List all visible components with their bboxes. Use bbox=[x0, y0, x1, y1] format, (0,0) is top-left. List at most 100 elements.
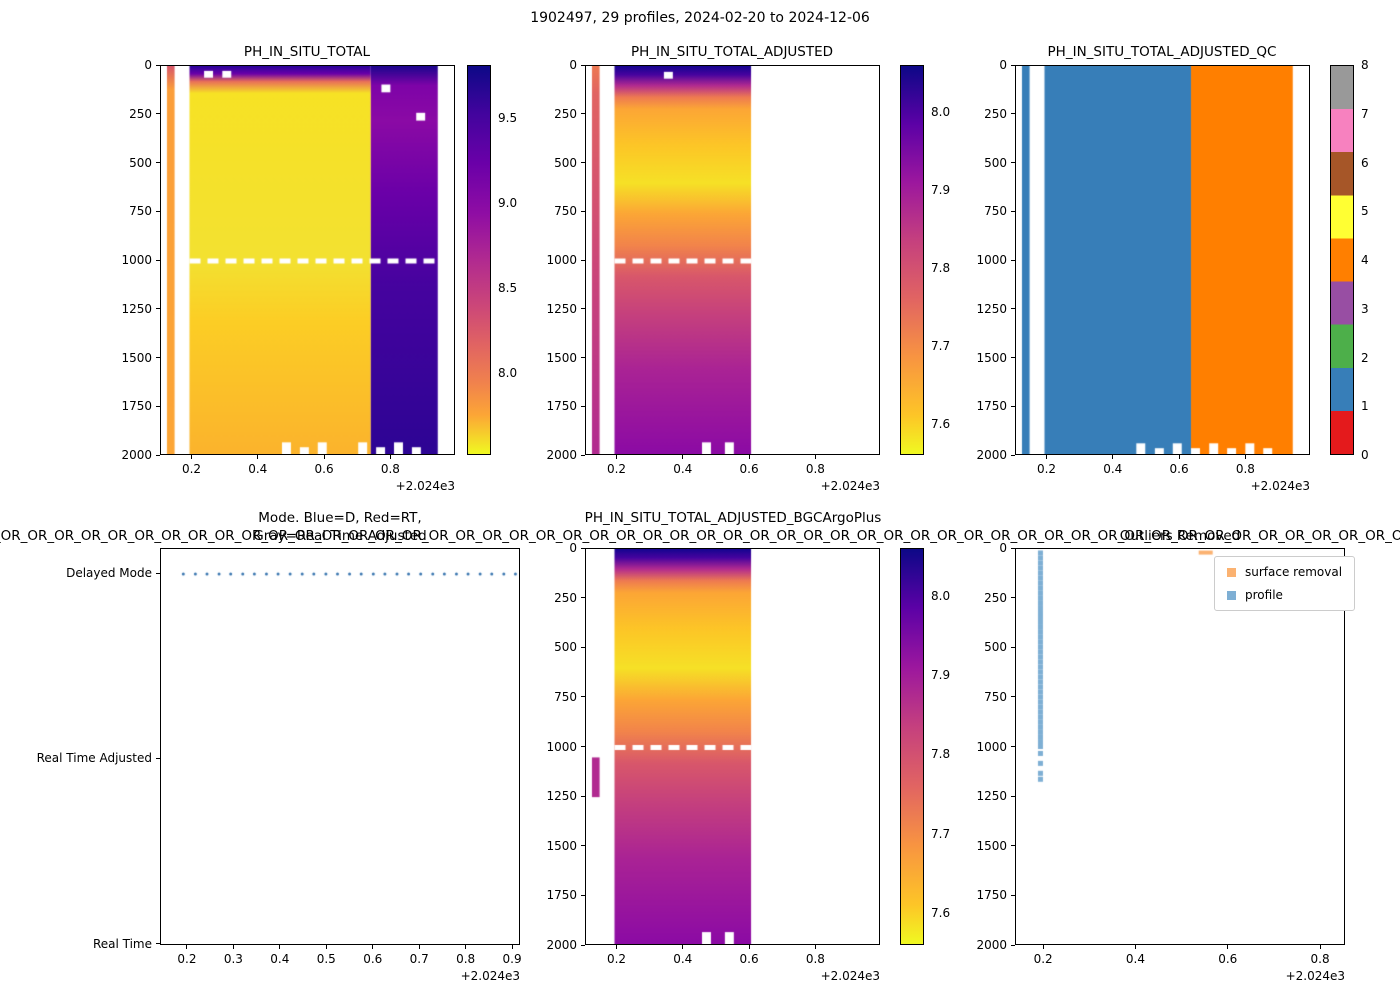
y-tick-mark bbox=[581, 259, 585, 261]
x-tick-label: 0.6 bbox=[739, 462, 759, 476]
y-tick-label: 1750 bbox=[976, 888, 1007, 903]
panel-title-mode-line2: Gray=Real Time Adjusted bbox=[253, 528, 427, 544]
x-tick-label: 0.2 bbox=[1036, 462, 1057, 476]
y-tick-label: 1500 bbox=[121, 350, 152, 365]
y-tick-mark bbox=[581, 162, 585, 163]
surface-removal-marker-icon bbox=[1227, 567, 1236, 577]
y-tick-mark bbox=[1011, 845, 1015, 847]
y-tick-mark bbox=[156, 943, 160, 945]
x-tick-mark bbox=[1319, 945, 1321, 949]
y-tick-mark bbox=[581, 646, 585, 648]
colorbar-tick-label: 7 bbox=[1361, 106, 1369, 121]
y-tick-mark bbox=[581, 845, 585, 847]
colorbar-tick-label: 7.7 bbox=[931, 338, 951, 353]
colorbar-tick-label: 3 bbox=[1361, 301, 1369, 316]
y-tick-mark bbox=[156, 454, 160, 456]
y-tick-mark bbox=[1011, 646, 1015, 648]
x-tick-label: 0.4 bbox=[1125, 952, 1145, 966]
y-tick-label: 1500 bbox=[546, 838, 577, 853]
y-tick-mark bbox=[581, 944, 585, 946]
y-tick-mark bbox=[581, 405, 585, 407]
colorbar-tick-label: 7.9 bbox=[931, 668, 951, 683]
y-tick-mark bbox=[156, 572, 160, 574]
y-tick-mark bbox=[1011, 944, 1015, 946]
colorbar-tick-label: 7.8 bbox=[931, 747, 951, 762]
y-tick-mark bbox=[1011, 162, 1015, 163]
panel-title-bgcargoplus: PH_IN_SITU_TOTAL_ADJUSTED_BGCArgoPlus bbox=[584, 510, 882, 526]
x-tick-label: 0.5 bbox=[316, 952, 336, 966]
y-tick-mark bbox=[1011, 454, 1015, 456]
y-tick-mark bbox=[581, 894, 585, 896]
x-tick-label: 0.8 bbox=[380, 462, 400, 476]
panel-bgcargoplus: 0.2 0.4 0.6 0.8 0 250 500 750 1000 1250 1500 1750 20… bbox=[546, 541, 880, 983]
x-tick-mark bbox=[615, 945, 617, 949]
y-tick-label: 0 bbox=[999, 58, 1007, 72]
y-tick-label: 1250 bbox=[546, 301, 577, 316]
x-tick-mark bbox=[1244, 455, 1246, 459]
x-tick-label: 0.4 bbox=[673, 952, 693, 966]
x-tick-mark bbox=[418, 945, 420, 949]
y-tick-mark bbox=[581, 357, 585, 358]
ph-in-situ-total-adjusted-bgcargoplus-colorbar bbox=[900, 548, 924, 945]
y-tick-label: 2000 bbox=[976, 448, 1007, 462]
figure-suptitle: 1902497, 29 profiles, 2024-02-20 to 2024… bbox=[530, 10, 870, 26]
panel-title-ph-in-situ-total-adjusted: PH_IN_SITU_TOTAL_ADJUSTED bbox=[630, 44, 834, 60]
colorbar-tick-label: 1 bbox=[1361, 399, 1369, 414]
x-tick-label: 0.4 bbox=[1103, 462, 1123, 476]
colorbar-tick-label: 8 bbox=[1361, 58, 1369, 72]
mode-plot-area bbox=[160, 548, 520, 945]
y-tick-label: 750 bbox=[554, 689, 577, 704]
y-tick-label: 250 bbox=[984, 106, 1007, 121]
colorbar-tick-label: 8.0 bbox=[498, 366, 518, 381]
x-tick-label: 0.8 bbox=[456, 952, 476, 966]
outliers-removed-canvas bbox=[1016, 549, 1344, 944]
y-tick-mark bbox=[1011, 547, 1015, 549]
y-tick-mark bbox=[581, 308, 585, 310]
y-tick-label: 250 bbox=[129, 106, 152, 121]
x-tick-mark bbox=[1134, 945, 1136, 949]
x-tick-label: 0.9 bbox=[502, 952, 522, 966]
x-tick-mark bbox=[232, 945, 234, 949]
y-tick-label: 1750 bbox=[121, 399, 152, 414]
colorbar-tick-label: 7.7 bbox=[931, 826, 951, 841]
y-tick-label: 1750 bbox=[546, 399, 577, 414]
x-tick-label: 0.8 bbox=[805, 462, 825, 476]
y-tick-label: 500 bbox=[554, 155, 577, 170]
y-tick-mark bbox=[1011, 357, 1015, 358]
x-tick-mark bbox=[279, 945, 281, 949]
y-tick-label: 1750 bbox=[976, 399, 1007, 414]
x-tick-mark bbox=[1045, 455, 1047, 459]
colorbar-tick-label: 8.5 bbox=[498, 281, 518, 296]
y-tick-label: 500 bbox=[554, 640, 577, 655]
panel-outliers-removed: 0.2 0.4 0.6 0.8 0 250 500 750 1000 1250 1500 1750 20… bbox=[976, 541, 1345, 983]
colorbar-tick-label: 2 bbox=[1361, 350, 1369, 365]
x-tick-mark bbox=[814, 455, 816, 459]
panel-mode: 0.2 0.3 0.4 0.5 0.6 0.7 0.8 0.9 Delayed Mode Real… bbox=[37, 548, 522, 983]
y-tick-label: 1250 bbox=[976, 301, 1007, 316]
x-tick-label: 0.8 bbox=[805, 952, 825, 966]
colorbar-tick-label: 6 bbox=[1361, 155, 1369, 170]
y-tick-label: 500 bbox=[984, 640, 1007, 655]
y-tick-label: Real Time bbox=[92, 936, 152, 951]
x-tick-mark bbox=[682, 945, 684, 949]
y-tick-label: 750 bbox=[984, 204, 1007, 219]
x-tick-label: 0.8 bbox=[1235, 462, 1255, 476]
x-tick-label: 0.7 bbox=[409, 952, 429, 966]
x-tick-mark bbox=[465, 945, 467, 949]
y-tick-label: 1500 bbox=[546, 350, 577, 365]
y-tick-mark bbox=[156, 64, 160, 66]
y-tick-mark bbox=[1011, 64, 1015, 66]
outliers-removed-plot-area bbox=[1015, 548, 1345, 945]
x-tick-mark bbox=[511, 945, 513, 949]
y-tick-label: 250 bbox=[554, 590, 577, 605]
y-tick-label: 500 bbox=[129, 155, 152, 170]
panel-ph-in-situ-total-adjusted-qc: 0.2 0.4 0.6 0.8 0 250 500 750 1000 1250 1500 1750 20… bbox=[976, 58, 1310, 493]
y-tick-mark bbox=[1011, 894, 1015, 896]
x-tick-label: 0.2 bbox=[606, 952, 627, 966]
colorbar-tick-label: 0 bbox=[1361, 448, 1369, 462]
y-tick-label: 1000 bbox=[976, 739, 1007, 754]
ph-in-situ-total-adjusted-bgcargoplus-plot-area bbox=[585, 548, 880, 945]
y-tick-mark bbox=[1011, 113, 1015, 115]
x-tick-mark bbox=[814, 945, 816, 949]
mode-canvas bbox=[161, 549, 519, 944]
